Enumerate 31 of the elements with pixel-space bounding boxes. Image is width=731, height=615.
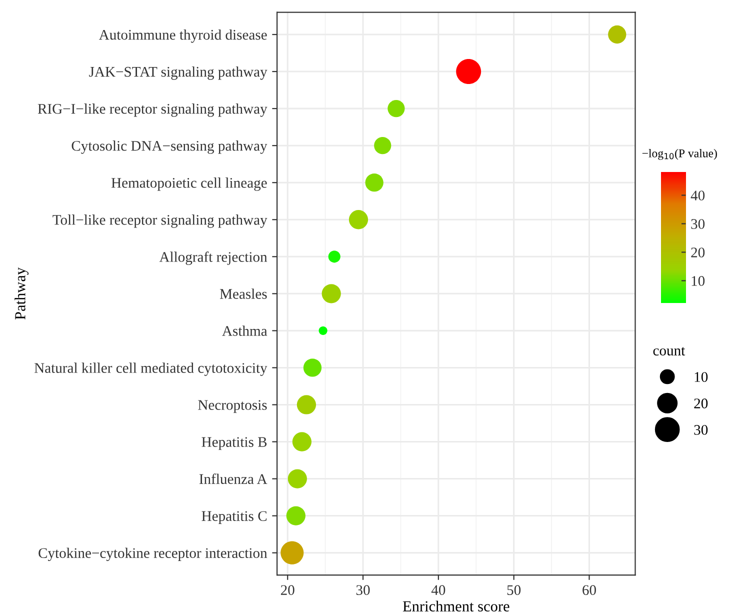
color-bar-label: 30 — [691, 219, 705, 229]
x-tick-label: 50 — [507, 585, 521, 596]
y-axis-title: Pathway — [14, 267, 29, 320]
y-tick-label: Asthma — [222, 326, 268, 336]
y-tick-label: Influenza A — [199, 474, 268, 484]
legend-label: 20 — [694, 398, 708, 408]
y-tick-label: JAK−STAT signaling pathway — [89, 66, 268, 80]
x-axis-title: Enrichment score — [402, 600, 510, 612]
color-bar-label: 40 — [690, 190, 705, 200]
color-bar-label: 10 — [692, 276, 705, 286]
y-tick-label: Natural killer cell mediated cytotoxicity — [34, 362, 268, 376]
y-tick-label: Hepatitis B — [202, 437, 267, 450]
x-tick-label: 60 — [582, 585, 596, 596]
y-tick-label: Cytosolic DNA−sensing pathway — [72, 140, 268, 154]
y-tick-label: Necroptosis — [198, 400, 267, 413]
legend-label: 10 — [694, 372, 708, 382]
y-tick-label: Allograft rejection — [159, 252, 268, 265]
y-tick-label: Hematopoietic cell lineage — [111, 178, 267, 191]
y-tick-label: Cytokine−cytokine receptor interaction — [38, 548, 268, 562]
y-tick-label: Measles — [220, 288, 267, 299]
y-tick-label: Toll−like receptor signaling pathway — [52, 214, 268, 228]
legend-label: 30 — [694, 424, 708, 435]
x-tick-label: 40 — [431, 585, 446, 596]
y-tick-label: Hepatitis C — [202, 511, 267, 524]
x-tick-label: 30 — [356, 585, 370, 596]
y-tick-label: RIG−I−like receptor signaling pathway — [38, 103, 268, 117]
y-tick-label: Autoimmune thyroid disease — [98, 29, 267, 43]
legend-title: count — [653, 347, 686, 356]
color-bar-label: 20 — [691, 248, 705, 258]
color-bar-title: −log$_{10}$(P value) — [642, 149, 717, 160]
x-tick-label: 20 — [280, 585, 294, 596]
